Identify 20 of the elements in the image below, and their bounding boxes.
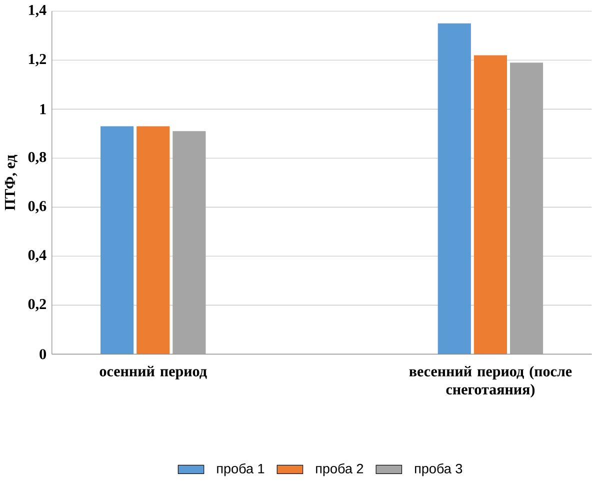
bar [136,126,170,354]
bar [100,126,134,354]
y-tick-label: 0,6 [28,201,46,214]
legend-label: проба 2 [316,464,364,476]
x-tick-label: осенний период [100,366,207,380]
bar [510,62,544,354]
y-tick-label: 0,4 [28,250,46,263]
bar [438,24,471,354]
y-tick-label: 1,2 [29,54,46,66]
y-tick-label: 0 [40,349,46,360]
y-tick-label: 1 [40,104,46,114]
y-tick-label: 0,2 [28,299,46,312]
y-axis-title: ПТФ, ед [5,155,18,211]
legend-label: проба 1 [217,464,264,476]
legend-label: проба 3 [415,464,462,476]
bar [474,55,508,354]
y-tick-label: 1,4 [29,5,46,18]
x-tick-label: весенний период (после снеготаяния) [409,366,572,398]
y-tick-label: 0,8 [28,152,46,165]
bar [172,131,206,354]
